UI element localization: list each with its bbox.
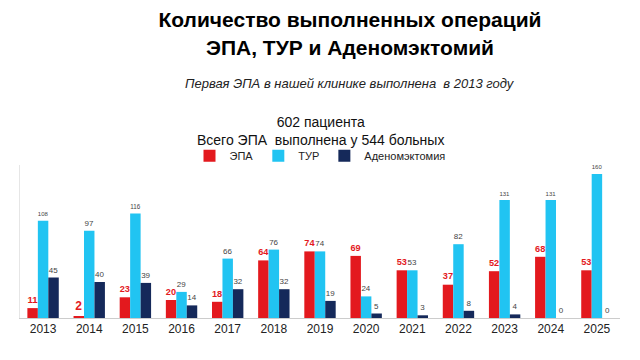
svg-text:2022: 2022 (445, 322, 472, 336)
svg-text:2018: 2018 (260, 322, 287, 336)
svg-text:131: 131 (546, 191, 557, 197)
svg-text:68: 68 (535, 244, 545, 254)
svg-text:Количество выполненных операци: Количество выполненных операцийЭПА, ТУР … (158, 8, 541, 58)
svg-text:53: 53 (408, 258, 417, 267)
svg-text:2014: 2014 (76, 322, 103, 336)
svg-text:2023: 2023 (491, 322, 518, 336)
svg-text:29: 29 (177, 280, 186, 289)
svg-text:3: 3 (420, 303, 425, 312)
svg-text:45: 45 (49, 266, 58, 275)
svg-text:24: 24 (361, 284, 370, 293)
svg-text:2016: 2016 (168, 322, 195, 336)
svg-text:53: 53 (581, 257, 591, 267)
svg-text:32: 32 (233, 277, 242, 286)
svg-text:2013: 2013 (30, 322, 57, 336)
svg-text:2021: 2021 (399, 322, 426, 336)
svg-text:8: 8 (466, 299, 471, 308)
svg-text:64: 64 (258, 247, 269, 257)
svg-text:160: 160 (592, 164, 603, 170)
svg-text:Аденомэктомия: Аденомэктомия (364, 150, 445, 162)
svg-text:53: 53 (397, 257, 407, 267)
svg-text:602 пациентаВсего ЭПА выполне: 602 пациентаВсего ЭПА выполнена у 544 бо… (197, 114, 444, 148)
svg-text:0: 0 (605, 306, 610, 315)
svg-text:18: 18 (212, 289, 222, 299)
svg-text:40: 40 (95, 270, 104, 279)
svg-text:97: 97 (85, 219, 94, 228)
svg-text:2020: 2020 (353, 322, 380, 336)
svg-text:14: 14 (187, 293, 196, 302)
svg-text:2017: 2017 (214, 322, 241, 336)
svg-text:11: 11 (27, 294, 38, 305)
svg-text:4: 4 (513, 302, 518, 311)
svg-text:66: 66 (223, 247, 232, 256)
svg-text:5: 5 (374, 302, 379, 311)
svg-text:ТУР: ТУР (298, 150, 319, 162)
svg-text:108: 108 (38, 211, 49, 217)
svg-text:74: 74 (304, 238, 315, 248)
svg-text:74: 74 (315, 239, 324, 248)
svg-text:39: 39 (141, 271, 150, 280)
svg-text:37: 37 (443, 271, 453, 281)
svg-text:2025: 2025 (584, 322, 611, 336)
svg-text:2019: 2019 (307, 322, 334, 336)
svg-text:116: 116 (130, 203, 141, 210)
svg-text:69: 69 (350, 243, 360, 253)
svg-text:Первая ЭПА в нашей клинике вып: Первая ЭПА в нашей клинике выполнена в 2… (185, 76, 515, 91)
svg-text:ЭПА: ЭПА (230, 150, 254, 162)
svg-text:76: 76 (269, 238, 278, 247)
svg-text:2024: 2024 (537, 322, 564, 336)
svg-text:23: 23 (120, 284, 130, 294)
svg-text:20: 20 (166, 287, 176, 297)
svg-text:2: 2 (75, 299, 82, 313)
svg-text:82: 82 (454, 232, 463, 241)
svg-text:19: 19 (326, 289, 335, 298)
svg-text:32: 32 (280, 277, 289, 286)
svg-text:2015: 2015 (122, 322, 149, 336)
svg-text:52: 52 (489, 258, 499, 268)
svg-text:0: 0 (559, 306, 564, 315)
svg-text:131: 131 (499, 191, 510, 197)
